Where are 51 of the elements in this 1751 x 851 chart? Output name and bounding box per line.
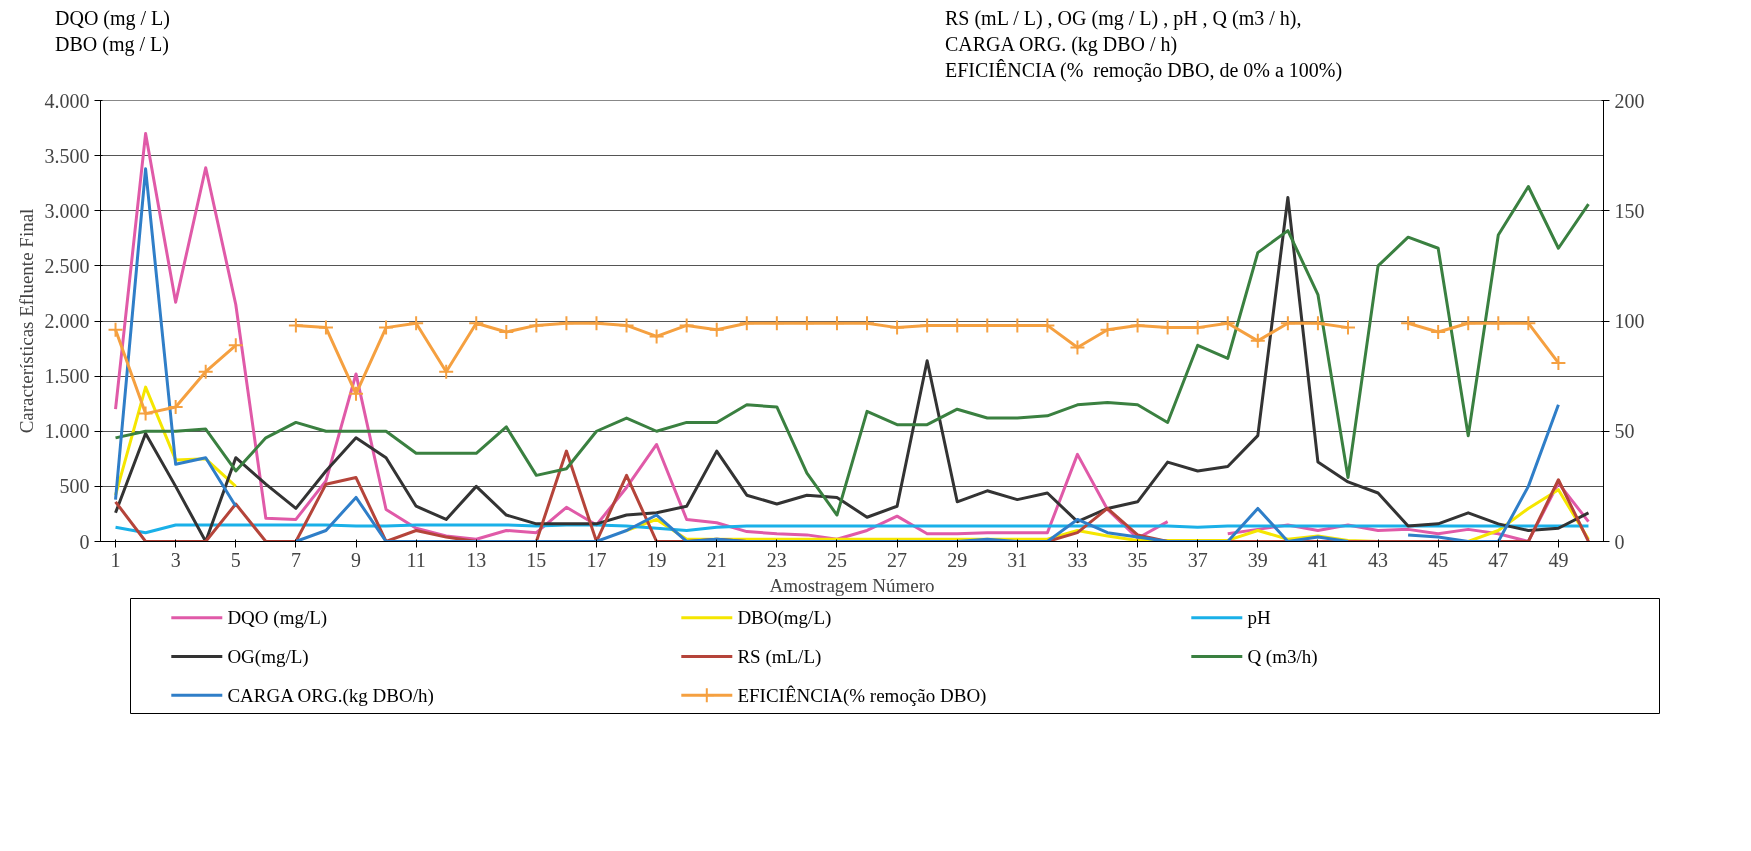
y-tick-label: 2.500 xyxy=(44,254,90,277)
y2-tick-label: 0 xyxy=(1614,530,1625,553)
x-tick-label: 29 xyxy=(947,548,968,571)
legend-label: Q (m3/h) xyxy=(1247,646,1318,668)
x-tick-label: 45 xyxy=(1428,548,1449,571)
x-tick-label: 41 xyxy=(1307,548,1328,571)
text: RS (mL / L) , OG (mg / L) , pH , Q (m3 / h), CARGA ORG. (kg DBO / h) EFICIÊNCIA (% remoção DBO, de 0% a 100%) xyxy=(945,6,1343,83)
x-tick-label: 1 xyxy=(110,548,121,571)
x-tick-label: 11 xyxy=(406,548,426,571)
x-tick-label: 37 xyxy=(1187,548,1208,571)
y2-tick-label: 100 xyxy=(1614,310,1645,332)
x-tick-label: 47 xyxy=(1488,548,1509,571)
legend-label: OG(mg/L) xyxy=(227,646,309,668)
y2-tick-label: 200 xyxy=(1614,89,1645,112)
y-tick-label: 3.500 xyxy=(44,144,90,167)
x-tick-label: 33 xyxy=(1067,548,1088,571)
x-tick-label: 35 xyxy=(1127,548,1148,571)
y-tick-label: 1.000 xyxy=(44,420,90,443)
y-tick-label: 4.000 xyxy=(44,89,90,112)
y-tick-label: 1.500 xyxy=(44,365,90,388)
x-axis-title: Amostragem Número xyxy=(769,574,935,596)
x-tick-label: 5 xyxy=(230,548,241,571)
legend-label: EFICIÊNCIA(% remoção DBO) xyxy=(737,684,987,707)
y-tick-label: 500 xyxy=(59,475,90,498)
legend-label: DQO (mg/L) xyxy=(227,607,328,630)
x-tick-label: 25 xyxy=(826,548,847,571)
x-tick-label: 21 xyxy=(706,548,727,571)
x-tick-label: 19 xyxy=(646,548,667,571)
x-tick-label: 23 xyxy=(766,548,787,571)
text: DQO (mg / L) DBO (mg / L) xyxy=(55,6,170,57)
x-tick-label: 49 xyxy=(1548,548,1569,571)
x-tick-label: 43 xyxy=(1368,548,1389,571)
x-tick-label: 9 xyxy=(351,548,362,571)
x-tick-label: 15 xyxy=(526,548,547,571)
x-tick-label: 27 xyxy=(887,548,908,571)
x-tick-label: 3 xyxy=(170,548,181,571)
y-tick-label: 3.000 xyxy=(44,199,90,222)
x-tick-label: 39 xyxy=(1247,548,1268,571)
x-tick-label: 31 xyxy=(1007,548,1028,571)
y2-tick-label: 150 xyxy=(1614,199,1645,222)
legend-label: pH xyxy=(1247,607,1271,629)
x-tick-label: 7 xyxy=(290,548,301,571)
legend-label: RS (mL/L) xyxy=(737,646,822,668)
y2-tick-label: 50 xyxy=(1614,420,1635,443)
legend-label: CARGA ORG.(kg DBO/h) xyxy=(227,684,434,707)
y-tick-label: 0 xyxy=(79,530,90,553)
x-tick-label: 17 xyxy=(586,548,607,571)
y-tick-label: 2.000 xyxy=(44,310,90,332)
legend-label: DBO(mg/L) xyxy=(737,607,832,630)
y-axis-title: Características Efluente Final xyxy=(15,208,37,434)
x-tick-label: 13 xyxy=(466,548,487,571)
